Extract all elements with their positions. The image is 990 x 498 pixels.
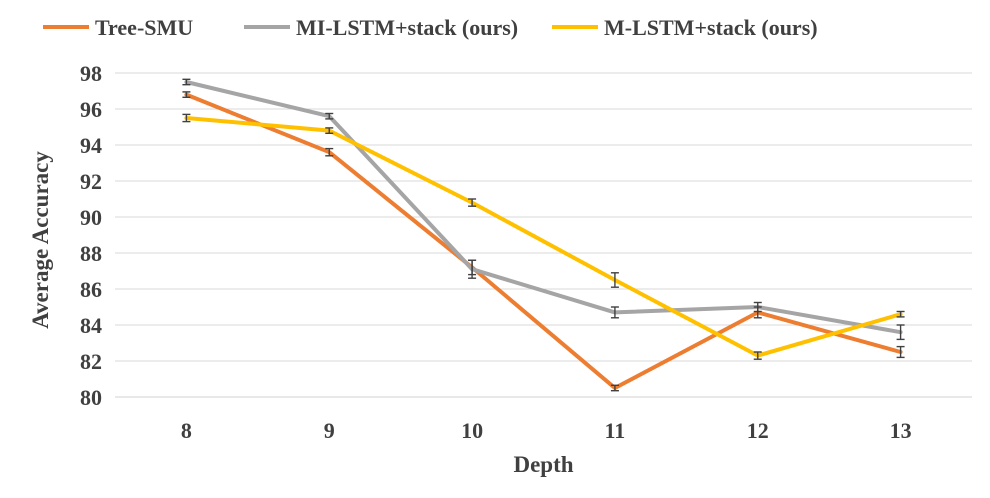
- error-bar: [182, 113, 191, 123]
- error-bar: [182, 78, 191, 86]
- error-bar: [896, 324, 905, 341]
- legend-item: M-LSTM+stack (ours): [552, 15, 818, 40]
- error-bar: [610, 306, 619, 319]
- error-bar: [325, 112, 334, 120]
- error-bars: [182, 78, 905, 392]
- x-tick-label: 10: [461, 418, 483, 443]
- x-tick-label: 11: [605, 418, 626, 443]
- error-bar: [896, 345, 905, 359]
- series-line-2: [184, 80, 903, 335]
- error-bar: [753, 351, 762, 360]
- error-bar: [325, 127, 334, 135]
- series-lines: [184, 80, 903, 390]
- gridlines: [115, 72, 972, 398]
- x-tick-label: 8: [181, 418, 192, 443]
- y-tick-label: 80: [80, 385, 102, 410]
- x-tick-label: 9: [324, 418, 335, 443]
- x-axis-ticks: 8 9 10 11 12 13: [181, 418, 912, 443]
- error-bar: [610, 384, 619, 392]
- error-bar: [468, 198, 477, 207]
- error-bar: [325, 147, 334, 157]
- legend-item: Tree-SMU: [43, 15, 193, 40]
- x-tick-label: 12: [747, 418, 769, 443]
- y-axis-ticks: 80 82 84 86 88 90 92 94 96 98: [80, 61, 102, 410]
- y-tick-label: 94: [80, 133, 102, 158]
- x-tick-label: 13: [890, 418, 912, 443]
- error-bar: [896, 310, 905, 318]
- y-tick-label: 86: [80, 277, 102, 302]
- y-tick-label: 96: [80, 97, 102, 122]
- legend-label: M-LSTM+stack (ours): [604, 15, 818, 40]
- error-bar: [753, 301, 762, 313]
- legend-label: MI-LSTM+stack (ours): [296, 15, 518, 40]
- x-axis-title: Depth: [513, 452, 573, 477]
- y-tick-label: 98: [80, 61, 102, 86]
- y-tick-label: 82: [80, 349, 102, 374]
- error-bar: [610, 272, 619, 288]
- series-line-1: [184, 92, 903, 390]
- y-tick-label: 90: [80, 205, 102, 230]
- legend: Tree-SMU MI-LSTM+stack (ours) M-LSTM+stack…: [43, 15, 818, 40]
- legend-label: Tree-SMU: [95, 15, 193, 40]
- y-tick-label: 88: [80, 241, 102, 266]
- y-axis-title: Average Accuracy: [28, 151, 53, 329]
- error-bar: [182, 91, 191, 99]
- y-tick-label: 84: [80, 313, 102, 338]
- series-line-3: [184, 116, 903, 358]
- error-bar: [468, 259, 477, 279]
- y-tick-label: 92: [80, 169, 102, 194]
- legend-item: MI-LSTM+stack (ours): [244, 15, 518, 40]
